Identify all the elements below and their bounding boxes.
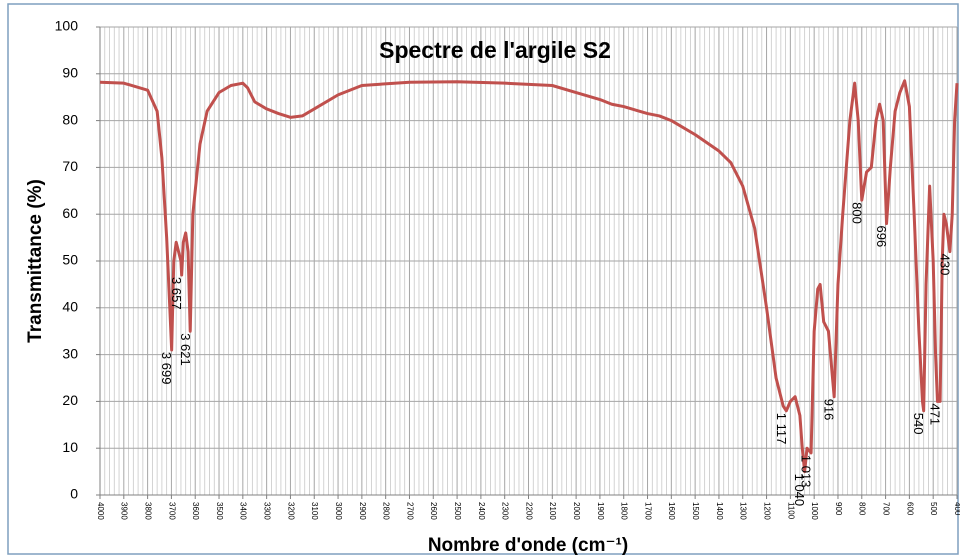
peak-label: 3 657 — [169, 277, 184, 310]
x-tick-label: 2500 — [453, 502, 462, 520]
spectrum-line — [99, 79, 959, 474]
y-tick-label: 70 — [62, 158, 78, 174]
peak-label: 1 040 — [792, 474, 807, 507]
y-tick-label: 40 — [62, 299, 78, 315]
peak-label: 3 621 — [178, 333, 193, 366]
x-tick-label: 4000 — [96, 502, 105, 520]
y-tick-label: 20 — [62, 392, 78, 408]
x-tick-label: 2800 — [382, 502, 391, 520]
x-axis-label: Nombre d'onde (cm⁻¹) — [428, 535, 628, 556]
x-tick-label: 3800 — [144, 502, 153, 520]
x-tick-label: 2900 — [358, 502, 367, 520]
x-tick-label: 1800 — [620, 502, 629, 520]
peak-label: 540 — [911, 413, 926, 435]
x-tick-label: 3400 — [239, 502, 248, 520]
x-tick-label: 3500 — [215, 502, 224, 520]
x-tick-label: 500 — [929, 502, 938, 516]
x-tick-label: 2400 — [477, 502, 486, 520]
peak-label: 430 — [937, 254, 952, 276]
peak-label: 1 013 — [799, 455, 814, 488]
x-tick-label: 3100 — [310, 502, 319, 520]
peak-label: 1 117 — [774, 413, 789, 445]
peak-label: 696 — [874, 226, 889, 248]
chart-frame — [7, 3, 959, 555]
x-tick-label: 1600 — [667, 502, 676, 520]
x-tick-label: 700 — [881, 502, 890, 516]
grid: 4000 3900 3800 3700 3600 3500 3400 3300 3200 3100… — [55, 18, 960, 521]
x-tick-label: 2000 — [572, 502, 581, 520]
x-tick-label: 800 — [858, 502, 867, 516]
peak-label: 3 699 — [159, 352, 174, 385]
chart-title: Spectre de l'argile S2 — [379, 37, 611, 63]
y-tick-label: 60 — [62, 205, 78, 221]
x-tick-label: 3700 — [167, 502, 176, 520]
x-tick-label: 3900 — [120, 502, 129, 520]
x-tick-label: 2300 — [501, 502, 510, 520]
x-tick-label: 2600 — [429, 502, 438, 520]
peak-label: 800 — [849, 202, 864, 224]
x-tick-label: 3300 — [263, 502, 272, 520]
x-tick-label: 1400 — [715, 502, 724, 520]
x-tick-label: 1200 — [762, 502, 771, 520]
x-tick-label: 400 — [953, 502, 960, 516]
y-tick-label: 80 — [62, 111, 78, 127]
x-tick-label: 1900 — [596, 502, 605, 520]
y-tick-label: 90 — [62, 65, 78, 81]
x-tick-label: 2200 — [524, 502, 533, 520]
x-tick-label: 3200 — [286, 502, 295, 520]
y-axis-label: Transmittance (%) — [25, 179, 46, 343]
y-tick-label: 50 — [62, 252, 78, 268]
x-tick-label: 2700 — [405, 502, 414, 520]
y-tick-label: 10 — [62, 439, 78, 455]
peak-label: 471 — [928, 403, 943, 425]
x-tick-label: 1500 — [691, 502, 700, 520]
x-tick-label: 3000 — [334, 502, 343, 520]
x-tick-label: 1700 — [643, 502, 652, 520]
x-tick-label: 1000 — [810, 502, 819, 520]
x-tick-label: 1300 — [739, 502, 748, 520]
x-tick-label: 3600 — [191, 502, 200, 520]
y-tick-label: 0 — [70, 486, 78, 502]
x-tick-label: 1100 — [786, 502, 795, 520]
y-tick-label: 100 — [55, 18, 79, 34]
x-tick-label: 900 — [834, 502, 843, 516]
x-tick-label: 600 — [905, 502, 914, 516]
peak-label: 916 — [822, 399, 837, 421]
y-tick-label: 30 — [62, 345, 78, 361]
x-tick-label: 2100 — [548, 502, 557, 520]
